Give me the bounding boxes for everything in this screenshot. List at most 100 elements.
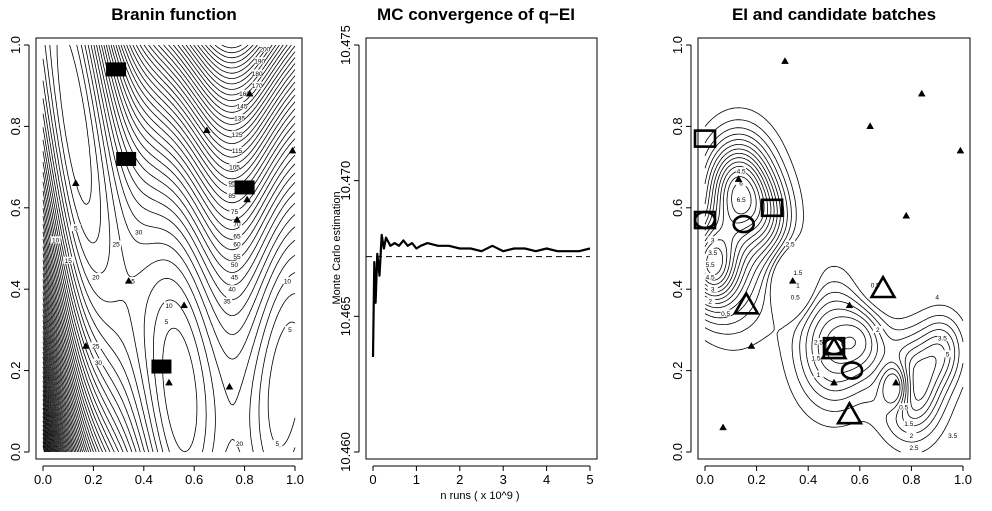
branin-y-tick-label: 0.8 <box>8 117 23 135</box>
branin-contour-label: 55 <box>233 254 241 261</box>
mc-y-tick-label: 10.475 <box>338 25 353 65</box>
branin-contour-label-bg <box>93 358 104 366</box>
ei-contour-label-bg <box>792 268 803 276</box>
ei-contour-label: 3.5 <box>708 250 717 257</box>
ei-design-point <box>788 276 797 284</box>
ei-contour-label: 2.5 <box>909 445 918 452</box>
branin-contour-label-bg <box>229 207 240 215</box>
ei-design-point <box>719 423 727 431</box>
branin-contour <box>42 394 55 453</box>
branin-points <box>71 62 297 390</box>
branin-contour <box>42 407 53 453</box>
ei-contour-label: 0.5 <box>721 311 730 318</box>
mc-y-tick-label: 10.465 <box>338 296 353 336</box>
ei-contour-label-bg <box>872 325 883 333</box>
branin-y-tick-label: 0.4 <box>8 280 23 298</box>
branin-contour <box>42 44 296 453</box>
ei-batch-circle <box>693 210 717 230</box>
branin-x-tick-label: 1.0 <box>286 472 304 487</box>
branin-contour <box>42 44 296 453</box>
branin-contour <box>42 44 296 453</box>
branin-contour <box>42 399 54 453</box>
branin-contour-label-bg <box>133 228 144 236</box>
branin-contour <box>42 441 46 453</box>
branin-contour-label: 75 <box>231 209 239 216</box>
branin-contour-label-bg <box>252 69 263 77</box>
branin-contour <box>42 44 296 453</box>
branin-contour-label: 5 <box>288 327 292 334</box>
branin-contour-label-bg <box>284 325 295 333</box>
branin-batch-point <box>106 62 127 77</box>
branin-contour-label: 45 <box>231 274 239 281</box>
branin-contour <box>42 403 53 453</box>
ei-design-point <box>747 342 756 349</box>
ei-contour-label-bg <box>870 281 881 289</box>
branin-contour-label: 20 <box>236 441 244 448</box>
branin-contour <box>42 44 296 452</box>
branin-contour-label-bg <box>161 317 172 325</box>
branin-contour-label-bg <box>232 240 243 248</box>
branin-contour-label-bg <box>229 163 240 171</box>
branin-contour <box>42 380 58 453</box>
branin-contour-label: 60 <box>233 242 241 249</box>
branin-contour <box>42 371 60 453</box>
branin-contour-label-bg <box>63 256 74 264</box>
ei-batch-triangle <box>732 290 760 315</box>
branin-contour-label-bg <box>221 297 232 305</box>
mc-title: MC convergence of q−EI <box>377 5 575 24</box>
mc-y-tick-label: 10.470 <box>338 161 353 201</box>
branin-contour <box>42 445 45 453</box>
branin-contour-label: 35 <box>223 299 231 306</box>
branin-contour-labels: 5101520253035404550556065707585951051151… <box>50 45 295 448</box>
ei-contour-label: 4.5 <box>737 168 746 175</box>
ei-contour-label-bg <box>942 350 953 358</box>
branin-design-point <box>225 382 234 390</box>
branin-batch-point <box>234 180 255 195</box>
mc-axes: 0 1 2 3 4 5 10.460 10.465 10.470 10.475 <box>338 25 598 487</box>
branin-frame <box>35 37 303 460</box>
ei-contour-label: 1.5 <box>904 421 913 428</box>
branin-contour-label-bg <box>227 191 237 199</box>
branin-contour <box>42 44 296 453</box>
ei-batch-triangle <box>869 274 897 299</box>
branin-design-point <box>288 146 297 154</box>
branin-contour-label-bg <box>229 260 240 268</box>
branin-contour-label-bg <box>232 252 243 260</box>
mc-x-tick-label: 2 <box>456 472 463 487</box>
ei-y-tick-label: 1.0 <box>670 36 685 54</box>
ei-contour-label-bg <box>707 285 718 293</box>
branin-x-tick-label: 0.2 <box>84 472 102 487</box>
ei-contour <box>704 127 960 434</box>
branin-contour-label: 85 <box>228 193 236 200</box>
mc-ylabel: Monte Carlo estimation <box>331 191 343 304</box>
branin-batch-point <box>116 151 137 166</box>
branin-contour <box>44 44 296 453</box>
branin-contour <box>42 44 296 453</box>
ei-contour-label: 0.5 <box>791 295 800 302</box>
branin-contour-label: 30 <box>135 230 143 237</box>
branin-contour-label-bg <box>254 57 265 65</box>
branin-contour-label: 10 <box>284 278 292 285</box>
branin-contour-label: 25 <box>92 343 100 350</box>
branin-y-tick-label: 1.0 <box>8 36 23 54</box>
branin-contour-label-bg <box>234 439 245 447</box>
branin-contour <box>42 420 50 453</box>
branin-contour <box>42 44 262 453</box>
mc-x-tick-label: 0 <box>369 472 376 487</box>
mc-plot <box>366 233 591 358</box>
ei-contour-label-bg <box>705 272 716 280</box>
branin-contour-label-bg <box>232 232 243 240</box>
ei-contour-label: 1 <box>796 282 800 289</box>
branin-contour-label-bg <box>90 342 101 350</box>
ei-contour-label-bg <box>932 293 943 301</box>
ei-x-tick-label: 0.6 <box>851 472 869 487</box>
ei-design-point <box>866 122 874 129</box>
branin-contour-label-bg <box>126 277 137 285</box>
branin-contour-label: 170 <box>252 83 263 90</box>
branin-contour-label: 200 <box>259 46 270 53</box>
ei-contour-label-bg <box>898 403 909 411</box>
ei-contour-label-bg <box>707 248 718 256</box>
branin-contour <box>42 44 296 453</box>
branin-batch-point <box>151 359 172 374</box>
branin-contour-label-bg <box>239 89 250 97</box>
